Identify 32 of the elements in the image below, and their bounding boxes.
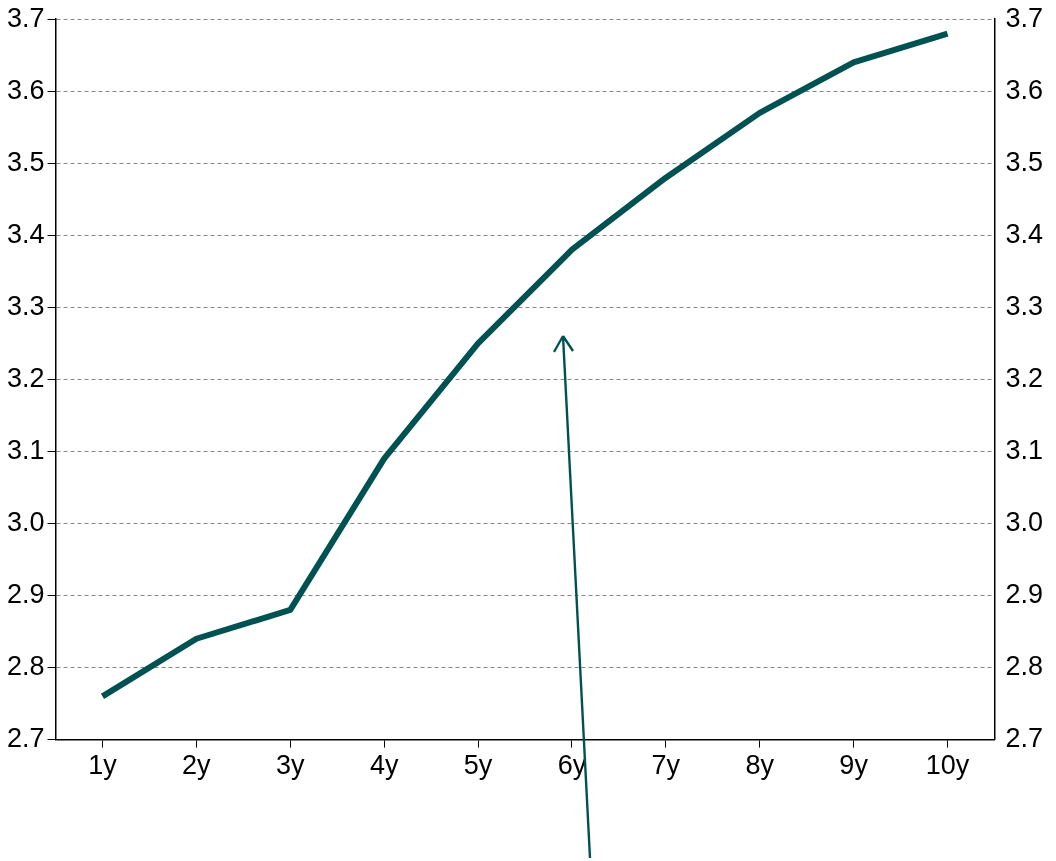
y2-tick-label: 3.5 [1005, 146, 1044, 177]
y-tick-label: 2.8 [6, 651, 45, 682]
x-tick-label: 9y [839, 750, 869, 781]
y-tick-label: 3.3 [6, 290, 45, 321]
x-tick-label: 2y [182, 750, 212, 781]
x-tick-label: 5y [463, 750, 493, 781]
y2-tick-label: 2.9 [1005, 578, 1044, 609]
x-tick-label: 8y [745, 750, 775, 781]
y-tick-label: 3.4 [6, 218, 45, 249]
y2-tick-label: 3.2 [1005, 362, 1044, 393]
x-tick-label: 7y [651, 750, 681, 781]
y-tick-label: 3.0 [6, 506, 45, 537]
y2-tick-label: 2.8 [1005, 651, 1044, 682]
x-tick-label: 6y [557, 750, 587, 781]
y-tick-label: 3.1 [6, 434, 45, 465]
x-tick-label: 1y [88, 750, 118, 781]
x-tick-label: 3y [276, 750, 306, 781]
y2-tick-label: 3.7 [1005, 2, 1044, 33]
y2-tick-label: 3.4 [1005, 218, 1044, 249]
x-tick-label: 10y [925, 750, 970, 781]
y-tick-label: 3.7 [6, 2, 45, 33]
y-tick-label: 2.7 [6, 723, 45, 754]
y-tick-label: 3.6 [6, 74, 45, 105]
y2-tick-label: 3.1 [1005, 434, 1044, 465]
y2-tick-label: 3.0 [1005, 506, 1044, 537]
y-tick-label: 3.2 [6, 362, 45, 393]
y2-tick-label: 2.7 [1005, 723, 1044, 754]
y-tick-label: 2.9 [6, 578, 45, 609]
y2-tick-label: 3.3 [1005, 290, 1044, 321]
y2-tick-label: 3.6 [1005, 74, 1044, 105]
y-tick-label: 3.5 [6, 146, 45, 177]
x-tick-label: 4y [369, 750, 399, 781]
